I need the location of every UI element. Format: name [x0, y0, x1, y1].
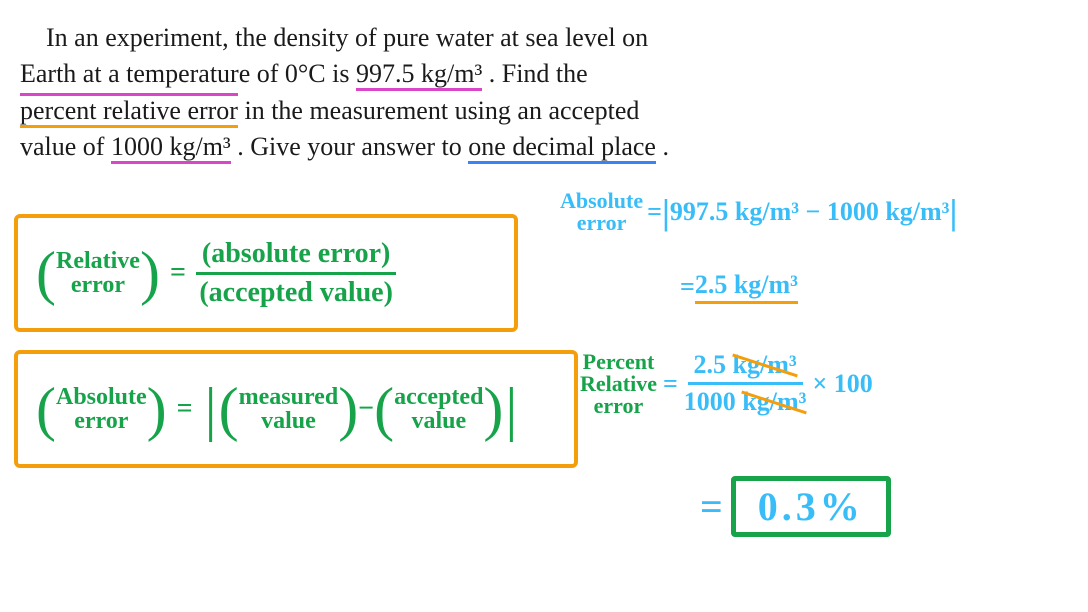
absolute-error-formula: ( Absolute error ) = | ( measured value …	[14, 350, 578, 468]
lhs: Relative	[56, 249, 140, 273]
txt: In an experiment, the density of pure wa…	[46, 23, 648, 52]
problem-text: In an experiment, the density of pure wa…	[20, 20, 1060, 166]
txt: .	[662, 132, 669, 161]
final-answer: = 0.3%	[700, 476, 891, 537]
denominator: (accepted value)	[199, 275, 393, 309]
b: accepted	[394, 385, 483, 409]
precision: one decimal place	[468, 132, 656, 164]
a: measured	[239, 385, 339, 409]
percent-relative-error-calc: Percent Relative error = 2.5 kg/m³ 1000 …	[580, 350, 1080, 417]
txt: . Give your answer to	[237, 132, 468, 161]
lhs: Absolute	[56, 385, 147, 409]
a: value	[261, 409, 316, 433]
percent-relative-error-term: percent relative error	[20, 93, 238, 128]
lhs: error	[74, 409, 128, 433]
txt: in the measurement using an accepted	[244, 96, 639, 125]
b: value	[411, 409, 466, 433]
measured-value: 997.5 kg/m³	[356, 59, 482, 91]
absolute-error-calc: Absolute error =| 997.5 kg/m³ − 1000 kg/…	[560, 190, 957, 234]
accepted-value: 1000 kg/m³	[111, 132, 231, 164]
expr: 997.5 kg/m³ − 1000 kg/m³	[670, 197, 950, 227]
lhs: error	[71, 273, 125, 297]
txt: Earth at a temperature of 0°C is	[20, 59, 356, 88]
relative-error-formula: ( Relative error ) = (absolute error) (a…	[14, 214, 518, 332]
absolute-error-result: = 2.5 kg/m³	[680, 270, 798, 304]
txt: value of	[20, 132, 111, 161]
txt: . Find the	[489, 59, 588, 88]
numerator: (absolute error)	[196, 238, 396, 275]
